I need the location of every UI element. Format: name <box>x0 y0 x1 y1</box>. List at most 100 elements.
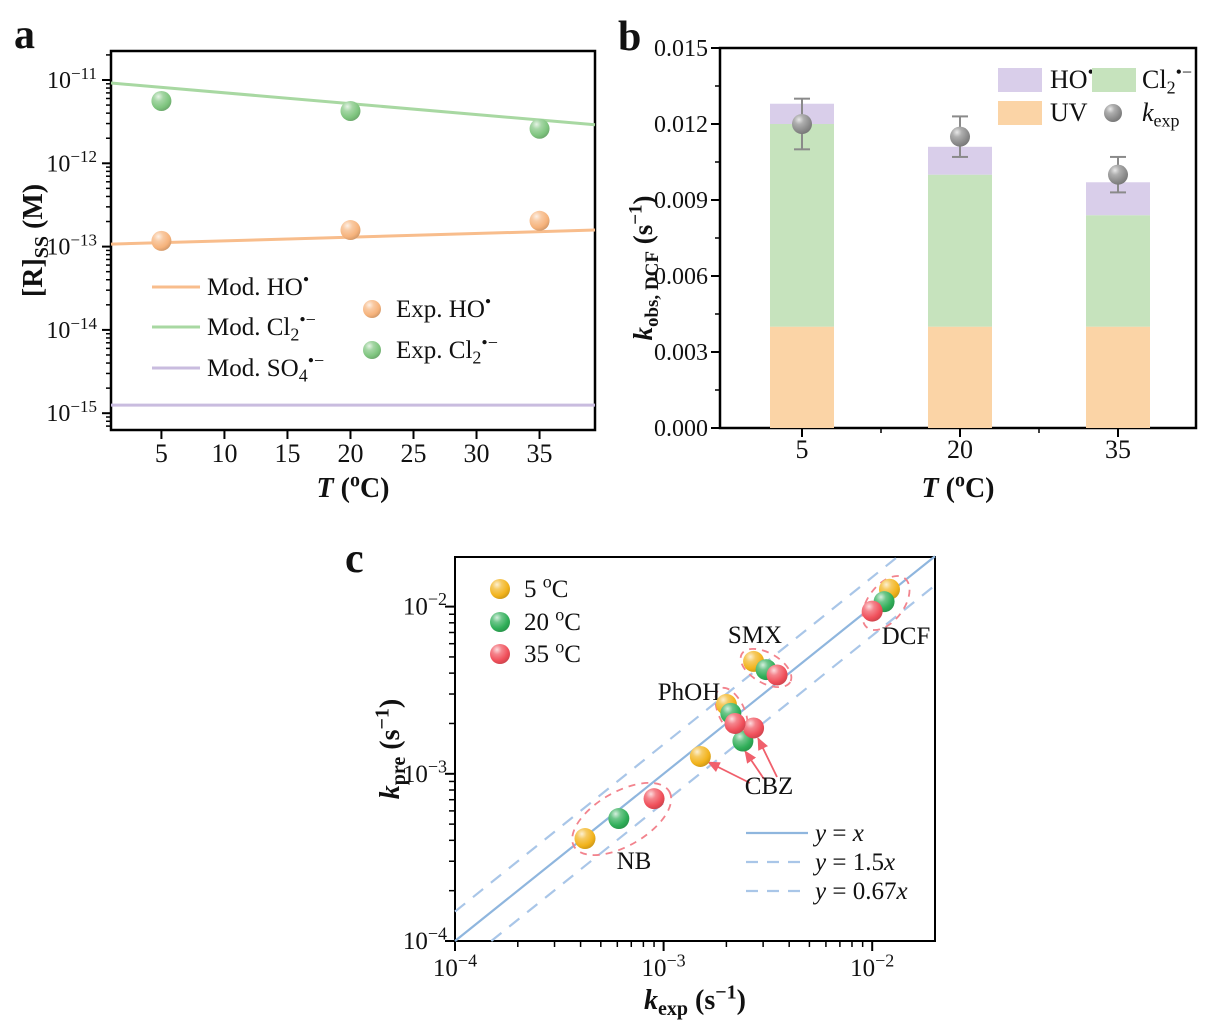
data-point-CBZ <box>689 745 711 767</box>
legend-marker <box>363 300 381 318</box>
legend-label: Mod. Cl2•− <box>207 310 316 345</box>
data-point <box>340 100 361 121</box>
group-label-NB: NB <box>617 848 652 875</box>
legend-marker <box>1104 104 1122 122</box>
y-tick-label: 10−15 <box>46 397 97 427</box>
plot-frame <box>109 49 597 432</box>
x-tick-label: 20 <box>337 439 363 468</box>
y-tick-label: 10−3 <box>403 756 447 788</box>
x-tick-label: 5 <box>796 435 809 464</box>
x-tick-label: 10−4 <box>433 951 477 983</box>
x-tick-label: 20 <box>947 435 973 464</box>
x-tick-label: 25 <box>401 439 427 468</box>
kexp-point <box>950 126 970 147</box>
group-label-SMX: SMX <box>728 622 782 649</box>
data-point <box>340 220 361 241</box>
y-tick-label: 10−11 <box>47 64 97 94</box>
x-tick-label: 30 <box>464 439 490 468</box>
y-axis-title: [R]SS (M) <box>18 184 53 297</box>
legend-label: y = 1.5x <box>812 849 895 876</box>
panel-b-letter: b <box>618 14 641 60</box>
group-label-DCF: DCF <box>882 623 931 650</box>
data-point-DCF <box>861 600 883 622</box>
data-point-SMX <box>766 664 788 686</box>
bar-segment <box>1086 215 1150 327</box>
x-tick-label: 10−3 <box>642 951 686 983</box>
y-tick-label: 0.012 <box>654 112 708 138</box>
y-tick-label: 10−4 <box>403 924 447 956</box>
legend-label: y = x <box>812 820 864 847</box>
data-point-CBZ <box>743 717 765 739</box>
y-tick-label: 0.003 <box>654 340 708 366</box>
legend-marker <box>490 644 510 664</box>
annotation-arrow <box>757 737 778 778</box>
legend-label: Exp. Cl2•− <box>396 333 498 368</box>
data-point-NB <box>608 808 630 830</box>
x-tick-label: 35 <box>1105 435 1131 464</box>
legend-label: UV <box>1050 98 1088 127</box>
x-tick-label: 35 <box>527 439 553 468</box>
panel-c-chart: 10−4 10−3 10−2 10−2 10−3 10−4 kexp (s−1) kpre (… <box>371 555 936 1020</box>
annotation-arrow <box>744 750 765 780</box>
x-axis-title: kexp (s−1) <box>644 981 746 1020</box>
group-ellipse-DCF <box>861 575 911 631</box>
legend-swatch <box>998 68 1042 92</box>
data-point <box>151 230 172 251</box>
group-ellipse-SMX <box>739 648 793 688</box>
legend-label: 20 oC <box>524 605 581 637</box>
x-tick-label: 10 <box>211 439 237 468</box>
y-axis-title: kpre (s−1) <box>371 699 410 799</box>
legend-swatch <box>998 101 1042 125</box>
legend-label: Mod. HO• <box>207 270 309 302</box>
reference-line <box>454 555 899 913</box>
group-ellipse-NB <box>571 782 673 856</box>
y-tick-label: 0.009 <box>654 188 708 214</box>
group-label-CBZ: CBZ <box>745 773 794 800</box>
legend-label: kexp <box>1142 98 1180 131</box>
data-point-PhOH <box>724 712 746 734</box>
panel-a-chart: 5 10 15 20 25 30 35 T (oC) 10−11 10−12 10−13 10−14 1… <box>18 49 597 504</box>
annotation-arrow <box>707 761 751 784</box>
legend-label: 5 oC <box>524 572 568 604</box>
y-tick-label: 0.006 <box>654 264 708 290</box>
y-tick-label: 0.000 <box>654 416 708 442</box>
panel-b-chart: 0.000 0.003 0.006 0.009 0.012 0.015 kobs, DCF … <box>626 36 1198 504</box>
y-tick-label: 10−2 <box>403 589 447 621</box>
x-tick-label: 10−2 <box>850 951 894 983</box>
data-point-NB <box>643 788 665 810</box>
group-label-PhOH: PhOH <box>658 679 721 706</box>
legend-label: 35 oC <box>524 637 581 669</box>
bar-segment <box>928 174 992 327</box>
y-tick-label: 10−14 <box>46 314 97 344</box>
x-tick-label: 15 <box>274 439 300 468</box>
y-tick-label: 10−12 <box>46 147 97 177</box>
legend-label: HO• <box>1050 62 1094 94</box>
legend-marker <box>490 612 510 632</box>
y-tick-label: 10−13 <box>46 230 97 260</box>
legend-marker <box>363 341 381 359</box>
bar-segment <box>770 326 834 428</box>
legend-label: y = 0.67x <box>812 878 908 905</box>
data-point <box>151 90 172 111</box>
data-point-NB <box>574 828 596 850</box>
kexp-point <box>792 114 812 134</box>
panel-c-letter: c <box>345 536 364 582</box>
legend-marker <box>490 579 510 599</box>
legend-swatch <box>1092 68 1136 92</box>
x-axis-title: T (oC) <box>317 469 390 504</box>
y-tick-label: 0.015 <box>654 36 708 62</box>
bar-segment <box>770 124 834 327</box>
y-axis-title: kobs, DCF (s−1) <box>626 195 663 340</box>
data-point <box>529 118 550 139</box>
x-axis-title: T (oC) <box>922 469 995 504</box>
panel-a-letter: a <box>14 12 35 58</box>
legend-label: Mod. SO4•− <box>207 351 324 386</box>
bar-segment <box>928 326 992 428</box>
legend-label: Cl2•− <box>1142 62 1192 98</box>
plot-frame <box>454 556 936 942</box>
data-point <box>529 210 550 231</box>
x-tick-label: 5 <box>155 439 168 468</box>
kexp-point <box>1108 164 1128 185</box>
